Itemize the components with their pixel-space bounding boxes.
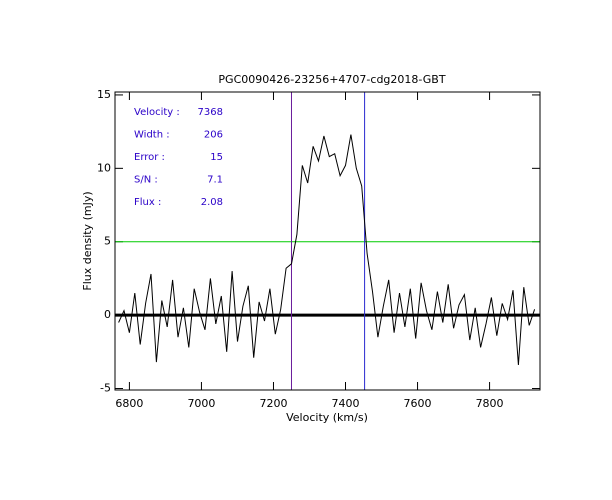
plot-frame [114,91,541,391]
stat-label: Width : [134,130,170,141]
x-tick-label: 7400 [332,397,360,410]
stat-value: 7.1 [207,175,223,186]
y-tick-label: 10 [97,161,111,174]
stat-value: 2.08 [201,197,223,208]
x-tick-label: 7600 [404,397,432,410]
stat-value: 7368 [198,107,223,118]
stat-label: Error : [134,152,165,163]
stat-value: 15 [210,152,223,163]
y-tick-label: 5 [104,235,111,248]
x-tick-label: 7800 [476,397,504,410]
spectrum-line [118,134,536,366]
x-axis-label: Velocity (km/s) [286,411,368,424]
x-tick-label: 7000 [187,397,215,410]
y-tick-label: 0 [104,308,111,321]
stat-label: S/N : [134,175,158,186]
y-tick-label: 15 [97,88,111,101]
y-tick-label: -5 [100,382,111,395]
stat-label: Velocity : [134,107,180,118]
stat-value: 206 [204,130,223,141]
x-tick-label: 6800 [115,397,143,410]
chart-title: PGC0090426-23256+4707-cdg2018-GBT [218,73,445,86]
x-tick-label: 7200 [259,397,287,410]
y-axis-label: Flux density (mJy) [81,191,94,290]
stat-label: Flux : [134,197,161,208]
